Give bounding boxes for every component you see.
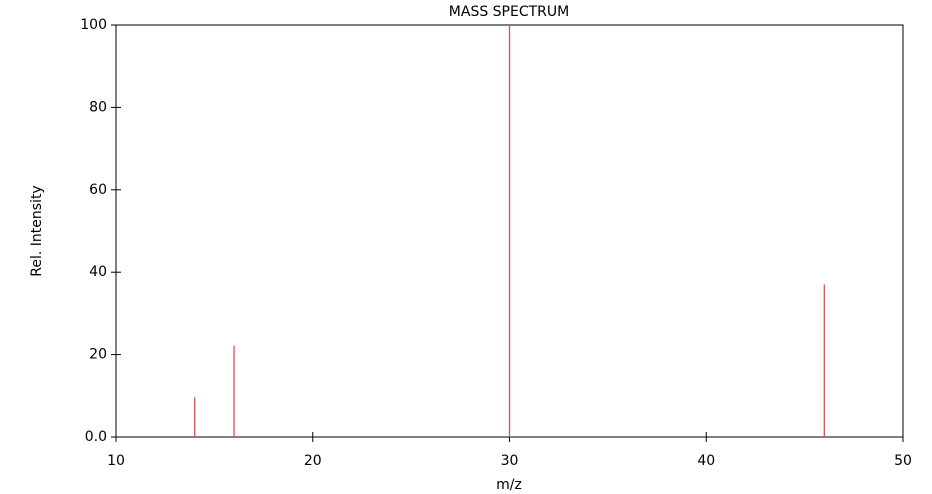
y-tick-label: 60 bbox=[89, 182, 107, 198]
y-tick-label: 40 bbox=[89, 264, 107, 280]
y-tick-label: 20 bbox=[89, 347, 107, 363]
y-tick-label: 100 bbox=[80, 17, 107, 33]
x-tick-label: 20 bbox=[304, 453, 322, 469]
x-tick-label: 50 bbox=[894, 453, 912, 469]
x-tick-label: 40 bbox=[697, 453, 715, 469]
y-tick-label: 80 bbox=[89, 99, 107, 115]
x-axis-label: m/z bbox=[496, 477, 522, 493]
x-tick-label: 10 bbox=[107, 453, 125, 469]
y-axis-label: Rel. Intensity bbox=[29, 185, 45, 276]
chart-title: MASS SPECTRUM bbox=[449, 4, 569, 20]
x-tick-label: 30 bbox=[501, 453, 519, 469]
y-tick-label: 0.0 bbox=[85, 429, 107, 445]
